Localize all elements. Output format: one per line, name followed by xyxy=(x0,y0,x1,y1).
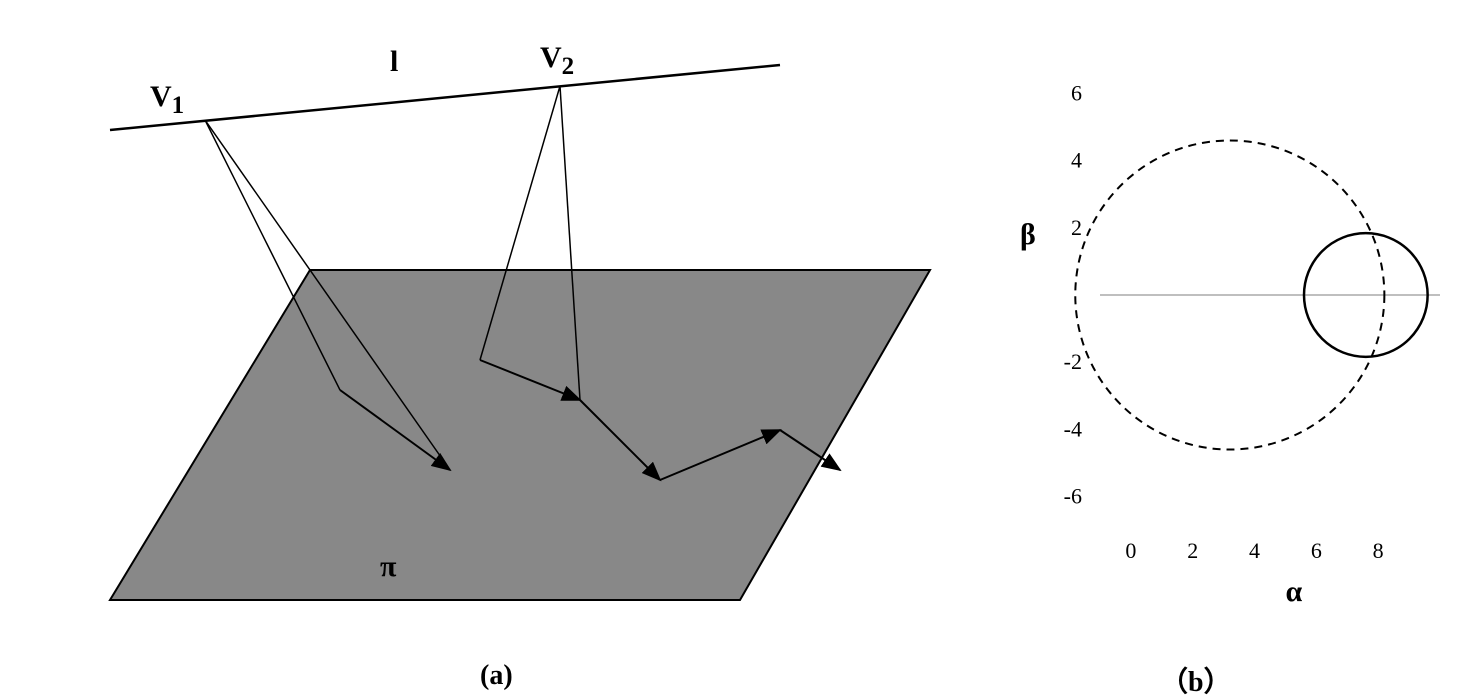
ylabel-beta: β xyxy=(1020,218,1036,252)
plane-pi xyxy=(110,270,930,600)
svg-text:2: 2 xyxy=(1071,215,1082,240)
svg-text:8: 8 xyxy=(1373,538,1384,563)
svg-text:4: 4 xyxy=(1071,148,1082,173)
caption-b: （b） xyxy=(1160,660,1232,700)
label-pi: π xyxy=(380,550,396,584)
label-l: l xyxy=(390,45,398,79)
label-v2: V2 xyxy=(540,41,574,81)
svg-text:6: 6 xyxy=(1071,81,1082,106)
caption-a: (a) xyxy=(480,660,513,692)
svg-text:6: 6 xyxy=(1311,538,1322,563)
svg-text:-4: -4 xyxy=(1064,416,1082,441)
svg-text:2: 2 xyxy=(1187,538,1198,563)
xlabel-alpha: α xyxy=(1285,575,1302,609)
svg-text:0: 0 xyxy=(1125,538,1136,563)
label-v1: V1 xyxy=(150,80,184,120)
svg-text:-2: -2 xyxy=(1064,349,1082,374)
svg-text:-6: -6 xyxy=(1064,483,1082,508)
plot-area-b: -6 -4 -2 2 4 6 0 2 4 6 8 xyxy=(1064,81,1440,563)
panel-b: -6 -4 -2 2 4 6 0 2 4 6 8 β α xyxy=(1010,50,1450,610)
panel-a: V1 V2 l π xyxy=(20,10,970,650)
panel-b-svg: -6 -4 -2 2 4 6 0 2 4 6 8 xyxy=(1010,50,1450,610)
line-l xyxy=(110,65,780,130)
svg-text:4: 4 xyxy=(1249,538,1260,563)
